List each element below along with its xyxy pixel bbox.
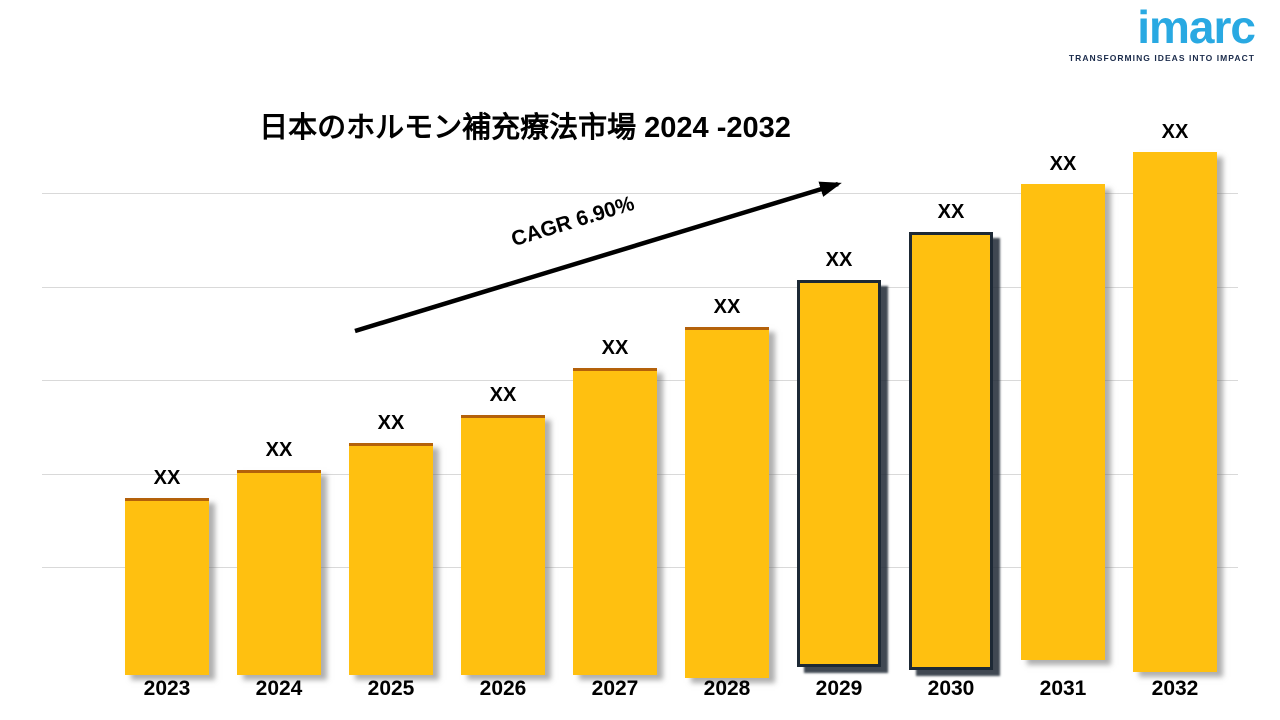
bar-2024 — [237, 470, 321, 675]
bar-2028 — [685, 327, 769, 678]
x-axis-label-2028: 2028 — [703, 677, 751, 700]
bar-2025 — [349, 443, 433, 675]
imarc-logo-wordmark: imarc — [1137, 1, 1256, 53]
x-axis-label-2032: 2032 — [1151, 677, 1199, 700]
bar-value-label-2028: XX — [713, 296, 741, 318]
x-axis-label-2023: 2023 — [143, 677, 191, 700]
chart-title: 日本のホルモン補充療法市場 2024 -2032 — [259, 112, 791, 144]
bar-value-label-2032: XX — [1161, 121, 1189, 143]
bar-value-label-2024: XX — [265, 439, 293, 461]
bar-2030 — [909, 232, 993, 670]
bar-value-label-2030: XX — [937, 201, 965, 223]
bar-value-label-2027: XX — [601, 337, 629, 359]
cagr-label: CAGR 6.90% — [508, 191, 638, 252]
bar-2027 — [573, 368, 657, 675]
x-axis-label-2029: 2029 — [815, 677, 863, 700]
bar-value-label-2025: XX — [377, 412, 405, 434]
x-axis-label-2027: 2027 — [591, 677, 639, 700]
x-axis-label-2026: 2026 — [479, 677, 527, 700]
x-axis-label-2030: 2030 — [927, 677, 975, 700]
imarc-logo: imarc TRANSFORMING IDEAS INTO IMPACT — [1068, 1, 1256, 63]
x-axis-label-2024: 2024 — [255, 677, 303, 700]
bar-2031 — [1021, 184, 1105, 660]
bar-value-label-2029: XX — [825, 249, 853, 271]
bar-2026 — [461, 415, 545, 675]
bar-2032 — [1133, 152, 1217, 672]
bar-value-label-2023: XX — [153, 467, 181, 489]
x-axis-label-2031: 2031 — [1039, 677, 1087, 700]
imarc-logo-tagline: TRANSFORMING IDEAS INTO IMPACT — [1068, 53, 1255, 63]
bar-2029 — [797, 280, 881, 667]
bar-value-label-2026: XX — [489, 384, 517, 406]
bar-2023 — [125, 498, 209, 675]
bar-value-label-2031: XX — [1049, 153, 1077, 175]
x-axis-label-2025: 2025 — [367, 677, 415, 700]
